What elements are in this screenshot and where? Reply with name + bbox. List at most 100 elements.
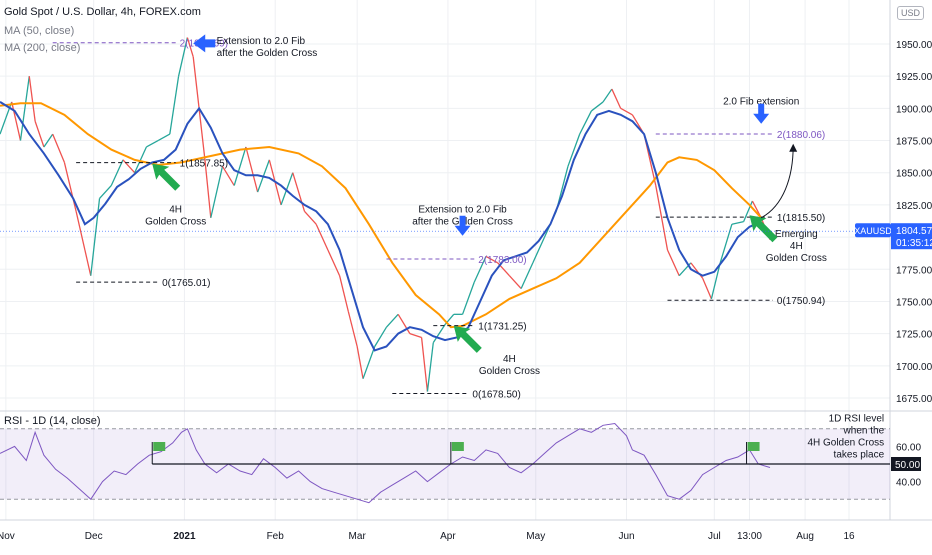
- price-segment: [710, 262, 721, 300]
- price-tick-label: 1850.00: [896, 169, 932, 180]
- price-segment: [666, 249, 680, 276]
- rsi-note-line: when the: [843, 425, 885, 436]
- last-price-label: 1804.57: [896, 226, 932, 237]
- flag-right: [747, 442, 760, 451]
- blue-arrow-right: [753, 103, 770, 124]
- time-tick-label: May: [526, 531, 545, 542]
- price-segment: [397, 313, 411, 334]
- price-tick-label: 1925.00: [896, 72, 932, 83]
- price-segment: [292, 172, 306, 212]
- cross-note-left: 4H Golden Cross: [145, 205, 206, 228]
- price-segment: [743, 200, 753, 222]
- ma200-legend[interactable]: MA (200, close): [4, 42, 81, 54]
- price-tick-label: 1700.00: [896, 362, 932, 373]
- ma50-legend[interactable]: MA (50, close): [4, 25, 75, 37]
- price-segment: [315, 223, 329, 251]
- price-segment: [192, 56, 200, 109]
- time-tick-label: Dec: [85, 531, 103, 542]
- time-tick-label: 16: [843, 531, 855, 542]
- time-tick-label: Jun: [618, 531, 634, 542]
- fib-0-right-label: 0(1750.94): [777, 296, 825, 307]
- price-segment: [426, 342, 434, 392]
- time-tick-label: Mar: [349, 531, 367, 542]
- curved-arrow-right-head: [789, 143, 798, 152]
- cross-note-mid: 4H Golden Cross: [479, 354, 540, 377]
- price-tick-label: 1825.00: [896, 201, 932, 212]
- emerging-cross-note-line: 4H: [790, 241, 803, 252]
- ma200-line: [0, 102, 762, 329]
- price-segment: [620, 107, 633, 116]
- price-segment: [567, 133, 581, 167]
- cross-note-left-line: 4H: [169, 205, 182, 216]
- symbol-tag: [855, 223, 891, 238]
- price-segment: [146, 139, 159, 148]
- price-segment: [719, 224, 733, 264]
- extension-note-mid-line: Extension to 2.0 Fib: [418, 205, 507, 216]
- rsi-note-line: 1D RSI level: [829, 413, 885, 424]
- price-segment: [233, 146, 247, 186]
- price-segment: [34, 121, 45, 148]
- grid-lines: [0, 0, 890, 520]
- fib-2-mid-label: 2(1783.00): [478, 255, 526, 266]
- price-segment: [485, 255, 499, 264]
- fib-extension-note: 2.0 Fib extension: [723, 97, 799, 108]
- time-tick-label: 13:00: [737, 531, 762, 542]
- price-segment: [731, 221, 744, 225]
- price-segment: [303, 210, 317, 225]
- arrows: [152, 34, 798, 353]
- price-segment: [210, 166, 224, 218]
- price-segment: [602, 88, 613, 103]
- price-segment: [75, 211, 86, 251]
- price-segment: [157, 133, 171, 142]
- currency-badge[interactable]: USD: [896, 6, 924, 20]
- emerging-cross-note-line: Emerging: [775, 229, 818, 240]
- price-segment: [532, 236, 546, 264]
- cross-note-mid-line: 4H: [503, 354, 516, 365]
- rsi-tick-label: 40.00: [896, 478, 921, 489]
- price-segment: [362, 346, 376, 379]
- symbol-tag-label: XAUUSD: [854, 226, 892, 236]
- price-segment: [134, 146, 147, 173]
- green-arrow-mid: [453, 325, 482, 353]
- extension-note-left-line: after the Golden Cross: [217, 48, 318, 59]
- time-tick-label: Nov: [0, 531, 15, 542]
- time-tick-label: Aug: [796, 531, 814, 542]
- ma50-line: [0, 101, 762, 352]
- curved-arrow-right: [760, 145, 794, 219]
- time-tick-label: Feb: [267, 531, 285, 542]
- price-segment: [420, 337, 429, 392]
- price-segment: [43, 133, 54, 148]
- price-segment: [280, 172, 294, 206]
- price-segment: [63, 162, 77, 212]
- price-segment: [19, 76, 30, 141]
- price-segment: [52, 133, 66, 163]
- rsi-level-label: 50.00: [895, 460, 920, 471]
- time-tick-label: 2021: [173, 531, 196, 542]
- price-segment: [186, 37, 194, 58]
- price-series: [0, 37, 771, 392]
- price-segment: [84, 249, 92, 276]
- price-segment: [110, 159, 124, 186]
- price-segment: [374, 326, 388, 347]
- extension-note-left-line: Extension to 2.0 Fib: [217, 36, 306, 47]
- price-tick-label: 1775.00: [896, 265, 932, 276]
- price-segment: [338, 275, 350, 312]
- emerging-cross-note-line: Golden Cross: [766, 253, 827, 264]
- fib-1-right-label: 1(1815.50): [777, 213, 825, 224]
- countdown-label: 01:35:12: [896, 238, 932, 249]
- price-segment: [520, 262, 534, 289]
- price-segment: [245, 146, 259, 193]
- blue-arrow-left: [193, 34, 216, 53]
- price-tick-label: 1750.00: [896, 297, 932, 308]
- fib-1-left-label: 1(1857.85): [180, 159, 228, 170]
- fib-2-right-label: 2(1880.06): [777, 130, 825, 141]
- price-tick-label: 1675.00: [896, 394, 932, 405]
- flag-mid: [451, 442, 464, 451]
- price-segment: [198, 108, 206, 160]
- cross-note-left-line: Golden Cross: [145, 217, 206, 228]
- price-segment: [347, 311, 358, 347]
- price-tick-label: 1875.00: [896, 137, 932, 148]
- fib-extension-note-line: 2.0 Fib extension: [723, 97, 799, 108]
